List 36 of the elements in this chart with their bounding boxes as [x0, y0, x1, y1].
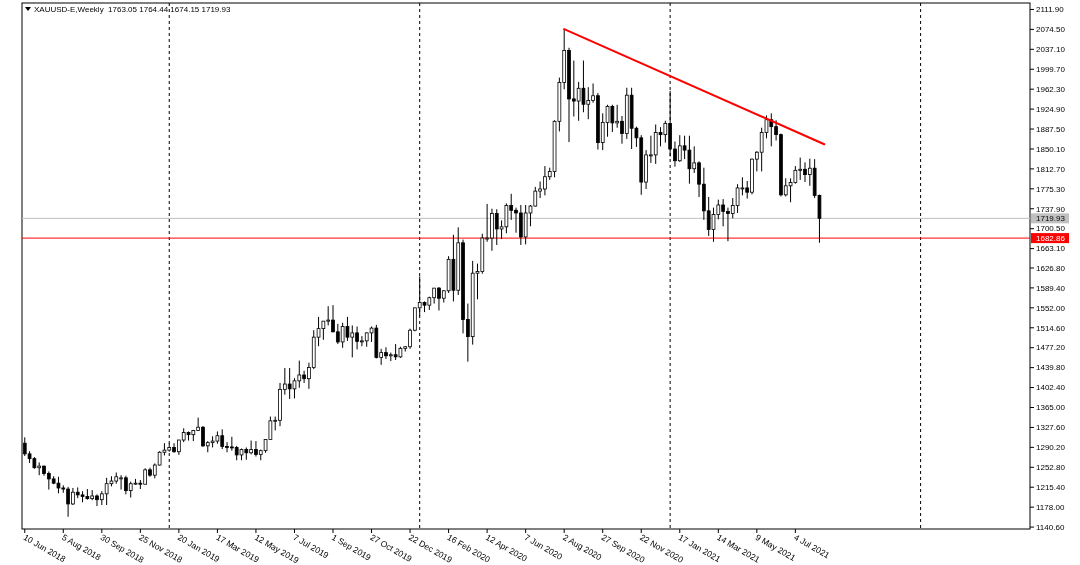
y-tick-label: 1178.00: [1036, 502, 1065, 512]
y-tick-label: 1775.30: [1036, 184, 1066, 194]
y-tick-label: 1365.00: [1036, 403, 1066, 413]
y-tick-label: 1589.40: [1036, 283, 1066, 293]
y-tick-label: 1327.60: [1036, 423, 1066, 433]
y-tick-label: 1962.30: [1036, 84, 1066, 94]
y-tick-label: 1290.20: [1036, 443, 1066, 453]
y-tick-label: 2037.10: [1036, 45, 1066, 55]
y-tick-label: 1999.70: [1036, 65, 1066, 75]
y-tick-label: 1924.90: [1036, 104, 1066, 114]
candlestick: [735, 183, 740, 214]
y-tick-label: 1552.00: [1036, 303, 1066, 313]
y-tick-label: 2074.50: [1036, 25, 1066, 35]
y-tick-label: 1402.40: [1036, 383, 1066, 393]
ref-line-label: 1719.93: [1036, 214, 1066, 224]
y-tick-label: 1252.80: [1036, 463, 1066, 473]
candlestick: [292, 377, 297, 399]
y-tick-label: 1477.20: [1036, 343, 1066, 353]
y-tick-label: 1215.40: [1036, 483, 1066, 493]
candlestick: [581, 60, 586, 113]
y-tick-label: 1626.80: [1036, 263, 1066, 273]
y-tick-label: 1439.80: [1036, 363, 1066, 373]
candlestick: [711, 207, 716, 243]
y-tick-label: 1514.60: [1036, 323, 1066, 333]
y-tick-label: 1887.50: [1036, 124, 1066, 134]
y-tick-label: 2111.90: [1036, 5, 1065, 15]
y-tick-label: 1812.70: [1036, 164, 1066, 174]
y-tick-label: 1850.10: [1036, 144, 1066, 154]
chart-title: XAUUSD-E,Weekly 1763.05 1764.44 1674.15 1719.93: [34, 5, 231, 14]
y-tick-label: 1737.90: [1036, 204, 1066, 214]
candlestick: [345, 316, 350, 342]
y-tick-label: 1700.50: [1036, 224, 1066, 234]
candlestick: [687, 135, 692, 185]
y-tick-label: 1140.60: [1036, 522, 1065, 532]
ref-line-label: 1682.86: [1036, 233, 1066, 243]
y-tick-label: 1663.10: [1036, 244, 1066, 254]
